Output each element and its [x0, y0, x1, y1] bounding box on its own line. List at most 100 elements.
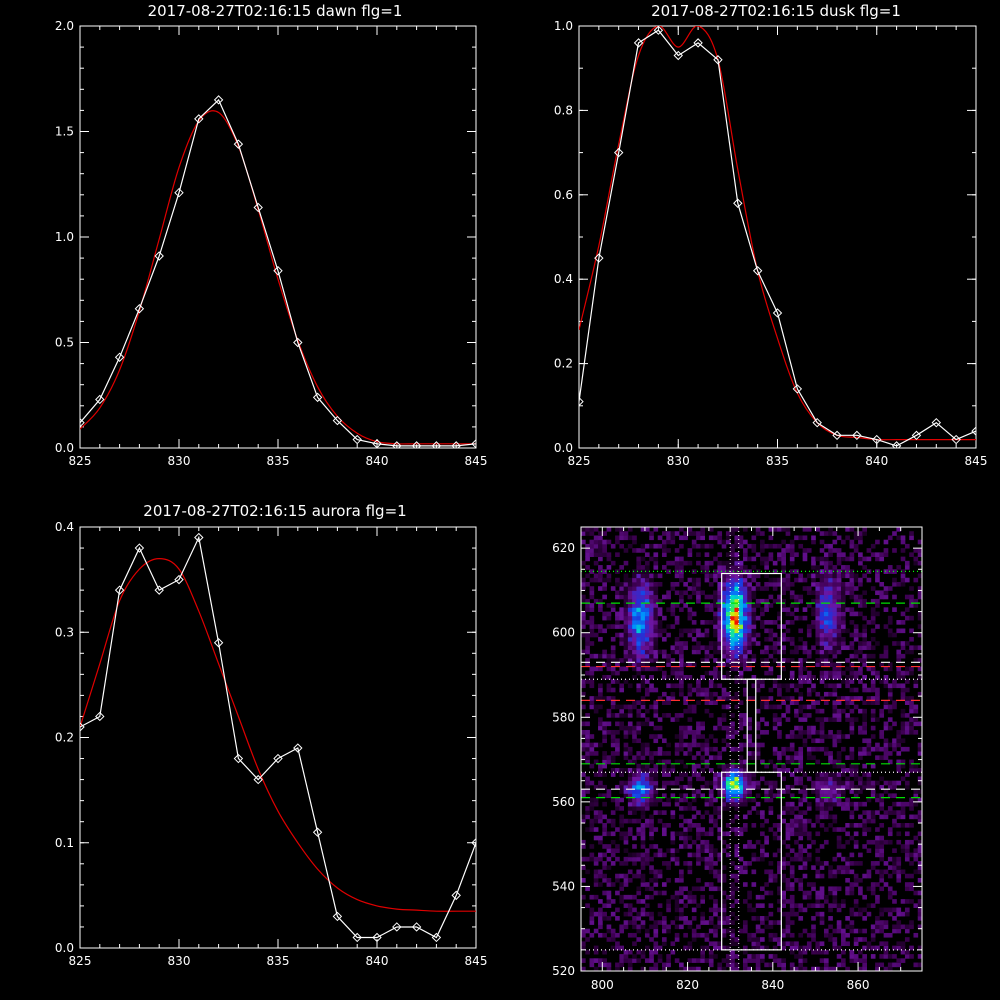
- aurora-data-point: [293, 743, 303, 753]
- dawn-y-tick-label: 1.0: [55, 230, 74, 244]
- aurora-data-point: [312, 827, 323, 837]
- dawn-data-point: [273, 266, 283, 276]
- dawn-data-point: [114, 352, 125, 362]
- aurora-data-point: [471, 838, 476, 848]
- dusk-x-tick-label: 835: [766, 454, 789, 468]
- aurora-data-point: [273, 753, 283, 764]
- dusk-data-point: [971, 426, 976, 436]
- aurora-title: 2017-08-27T02:16:15 aurora flg=1: [143, 502, 406, 520]
- dawn-y-tick-label: 0.0: [55, 441, 74, 455]
- dawn-data-point: [372, 439, 382, 448]
- dawn-data-point: [293, 337, 303, 348]
- dawn-fit-curve: [80, 110, 476, 445]
- dusk-x-tick-label: 840: [865, 454, 888, 468]
- aurora-plot-area: 825 830 835 840 845 0.0 0.1 0.2 0.3 0.4: [55, 520, 488, 968]
- dawn-data-point: [253, 202, 263, 213]
- heatmap-region-box: [746, 678, 757, 773]
- dusk-data-point: [713, 55, 723, 65]
- dawn-data-point: [312, 392, 323, 403]
- dusk-data-point: [772, 308, 783, 318]
- dusk-x-tick-label: 825: [568, 454, 591, 468]
- heatmap-plot-area: 800 820 840 860 520 540 560 580 600 620: [552, 526, 923, 992]
- aurora-data-point: [95, 711, 105, 722]
- dusk-data-point: [633, 38, 644, 48]
- dusk-y-tick-label: 1.0: [554, 19, 573, 33]
- dusk-plot-area: 825 830 835 840 845 0.0 0.2 0.4 0.6 0.8 1.0: [554, 19, 988, 468]
- aurora-data-point: [332, 911, 343, 922]
- aurora-y-tick-label: 0.4: [55, 520, 74, 534]
- dawn-observed-line: [80, 98, 476, 447]
- heatmap-y-tick-label: 540: [552, 879, 575, 893]
- heatmap-x-tick-label: 840: [761, 978, 784, 992]
- dusk-panel: 2017-08-27T02:16:15 dusk flg=1 825 830 835…: [554, 2, 988, 468]
- dawn-title: 2017-08-27T02:16:15 dawn flg=1: [148, 2, 403, 20]
- dusk-y-tick-label: 0.6: [554, 188, 573, 202]
- aurora-data-point: [80, 722, 85, 732]
- dawn-x-tick-label: 830: [168, 454, 191, 468]
- heatmap-y-tick-label: 520: [552, 964, 575, 978]
- dusk-data-point: [832, 430, 842, 441]
- dusk-y-tick-label: 0.8: [554, 103, 573, 117]
- dawn-y-tick-label: 0.5: [55, 336, 74, 350]
- dawn-data-point: [213, 95, 224, 105]
- aurora-data-point: [114, 585, 125, 595]
- dusk-data-point: [792, 384, 803, 394]
- dusk-data-point: [852, 430, 862, 441]
- dusk-data-point: [891, 441, 902, 448]
- heatmap-panel: 800 820 840 860 520 540 560 580 600 620: [552, 526, 923, 992]
- aurora-y-tick-label: 0.2: [55, 731, 74, 745]
- dawn-data-point: [471, 439, 476, 448]
- aurora-y-tick-label: 0.3: [55, 625, 74, 639]
- aurora-panel: 2017-08-27T02:16:15 aurora flg=1 825 830 8…: [55, 502, 488, 968]
- heatmap-x-tick-label: 820: [676, 978, 699, 992]
- dawn-data-point: [154, 251, 164, 261]
- dawn-data-point: [80, 417, 85, 428]
- dawn-data-point: [95, 394, 105, 405]
- dawn-x-tick-label: 825: [69, 454, 92, 468]
- dawn-y-tick-label: 1.5: [55, 125, 74, 139]
- dusk-data-point: [752, 266, 763, 276]
- aurora-x-tick-label: 825: [69, 954, 92, 968]
- dawn-data-point: [233, 139, 244, 149]
- aurora-y-tick-label: 0.0: [55, 941, 74, 955]
- dusk-data-point: [693, 38, 703, 48]
- dusk-x-tick-label: 845: [965, 454, 988, 468]
- aurora-x-tick-label: 835: [267, 954, 290, 968]
- aurora-data-point: [233, 753, 244, 764]
- aurora-x-tick-label: 845: [465, 954, 488, 968]
- dawn-data-point: [431, 441, 442, 448]
- dawn-data-point: [194, 114, 204, 124]
- dawn-panel: 2017-08-27T02:16:15 dawn flg=1 825 830 835…: [55, 2, 488, 468]
- dawn-data-point: [411, 441, 422, 448]
- aurora-fit-curve: [80, 557, 476, 912]
- dusk-y-tick-label: 0.0: [554, 441, 573, 455]
- dawn-data-point: [392, 441, 402, 448]
- dawn-x-tick-label: 845: [465, 454, 488, 468]
- aurora-data-point: [411, 922, 422, 932]
- dawn-x-tick-label: 835: [267, 454, 290, 468]
- heatmap-x-tick-label: 860: [847, 978, 870, 992]
- heatmap-x-tick-label: 800: [591, 978, 614, 992]
- aurora-data-point: [392, 922, 402, 932]
- dawn-data-point: [174, 187, 184, 198]
- dawn-data-point: [352, 434, 362, 445]
- dusk-data-point: [653, 26, 664, 35]
- aurora-data-point: [134, 543, 145, 553]
- aurora-x-tick-label: 830: [168, 954, 191, 968]
- dawn-data-point: [134, 304, 145, 314]
- aurora-observed-line: [80, 535, 476, 939]
- dusk-title: 2017-08-27T02:16:15 dusk flg=1: [651, 2, 901, 20]
- aurora-x-tick-label: 840: [366, 954, 389, 968]
- aurora-y-tick-label: 0.1: [55, 836, 74, 850]
- dawn-data-point: [451, 441, 461, 448]
- aurora-data-point: [352, 932, 362, 943]
- heatmap-y-tick-label: 620: [552, 541, 575, 555]
- dawn-data-point: [332, 415, 343, 426]
- aurora-data-point: [253, 774, 263, 785]
- dawn-plot-area: 825 830 835 840 845 0.0 0.5 1.0 1.5 2.0: [55, 19, 488, 468]
- dusk-x-tick-label: 830: [667, 454, 690, 468]
- heatmap-pixels: [581, 527, 923, 972]
- dawn-x-tick-label: 840: [366, 454, 389, 468]
- dawn-y-tick-label: 2.0: [55, 19, 74, 33]
